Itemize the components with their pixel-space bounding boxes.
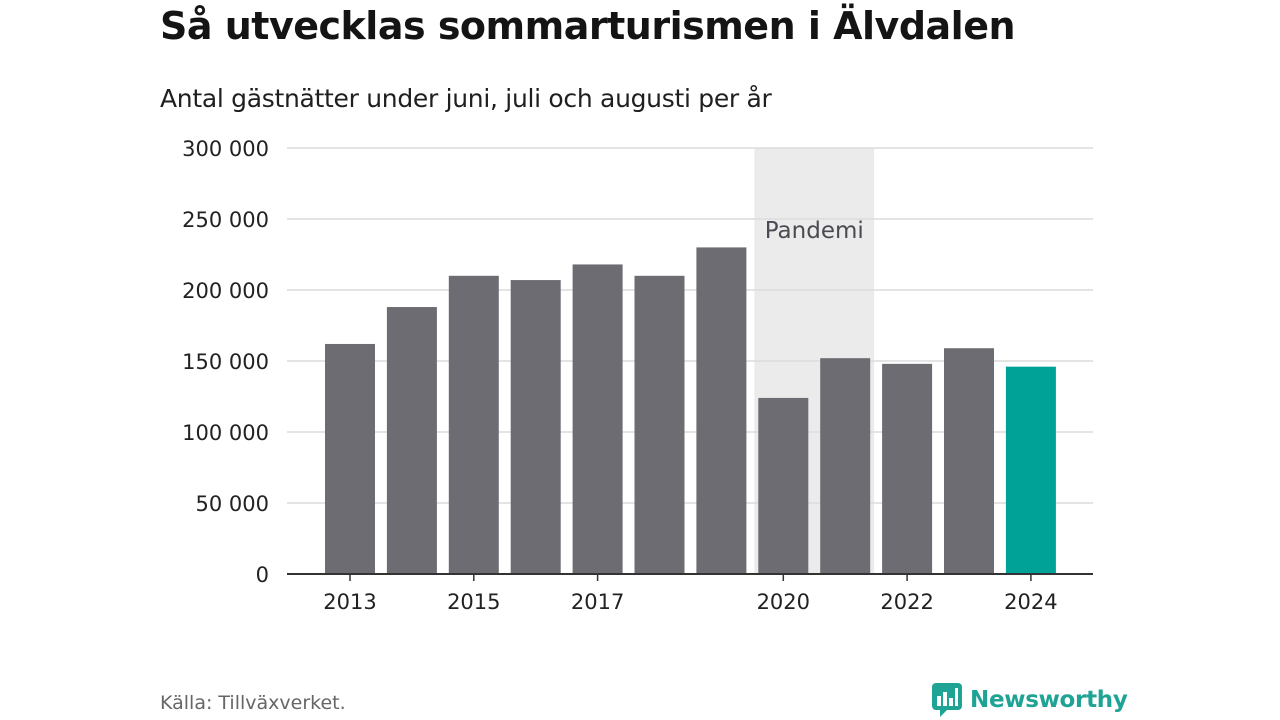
bar xyxy=(325,343,375,574)
bar-chart-speech-bubble-icon xyxy=(932,683,962,717)
chart-subtitle: Antal gästnätter under juni, juli och au… xyxy=(160,84,772,113)
y-tick-label: 50 000 xyxy=(196,492,269,516)
x-tick-label: 2017 xyxy=(571,590,624,614)
brand-logo: Newsworthy xyxy=(932,683,1128,717)
bar xyxy=(448,275,499,574)
bar xyxy=(1005,366,1056,574)
y-tick-label: 300 000 xyxy=(182,137,269,161)
y-tick-label: 100 000 xyxy=(182,421,269,445)
y-tick-label: 200 000 xyxy=(182,279,269,303)
brand-name: Newsworthy xyxy=(970,687,1128,713)
bar-chart: 0 50 000 100 000 150 000 200 000 250 000 300 0… xyxy=(182,137,1093,614)
source-note: Källa: Tillväxverket. xyxy=(160,692,346,714)
chart-title: Så utvecklas sommarturismen i Älvdalen xyxy=(160,4,1016,48)
annotation-label: Pandemi xyxy=(765,218,864,244)
x-tick-label: 2022 xyxy=(880,590,933,614)
x-tick-label: 2024 xyxy=(1004,590,1057,614)
bar xyxy=(758,397,809,574)
bar xyxy=(572,264,623,574)
y-tick-label: 150 000 xyxy=(182,350,269,374)
bar xyxy=(882,363,933,574)
bar xyxy=(510,280,561,574)
bar xyxy=(820,358,871,574)
x-tick-label: 2015 xyxy=(447,590,500,614)
bar xyxy=(386,307,437,574)
y-tick-label: 250 000 xyxy=(182,208,269,232)
bar xyxy=(634,275,685,574)
bar xyxy=(696,247,747,574)
bar xyxy=(944,348,994,574)
x-tick-label: 2020 xyxy=(757,590,810,614)
y-tick-label: 0 xyxy=(256,563,269,587)
x-tick-label: 2013 xyxy=(323,590,376,614)
